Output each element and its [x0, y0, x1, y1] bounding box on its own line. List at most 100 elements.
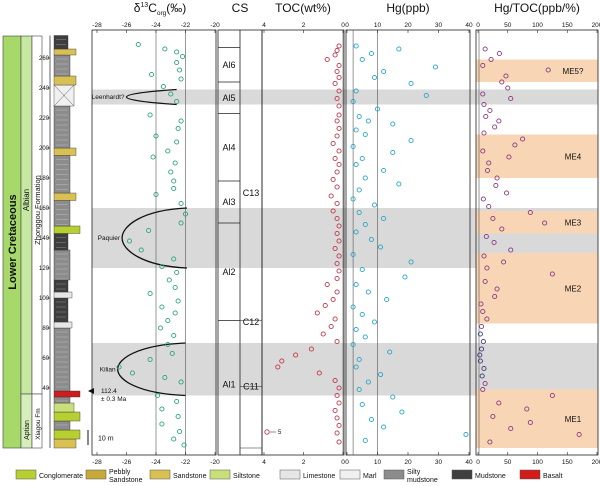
hg-point	[365, 118, 371, 124]
hg-toc-point	[506, 154, 512, 160]
hg-point	[365, 379, 371, 385]
hg-toc-axis-bottom-tick-label: 150	[562, 459, 573, 466]
scale-bar-label: 10 m	[98, 436, 114, 443]
lithology-bed	[53, 411, 81, 422]
hg-point	[377, 371, 384, 378]
hg-point	[432, 64, 439, 70]
lithology-bed	[53, 192, 77, 201]
hg-point	[408, 137, 414, 144]
hg-toc-point	[480, 308, 486, 315]
cs-title: CS	[232, 1, 249, 15]
isotope-point	[174, 398, 180, 405]
hg-point	[350, 341, 356, 348]
hg-toc-axis-top-tick-label: 150	[562, 22, 573, 29]
hg-toc-point	[477, 352, 483, 358]
toc-point	[332, 52, 338, 58]
depth-tick-label: 120	[39, 266, 50, 272]
hg-point	[423, 92, 429, 99]
toc-point	[336, 88, 342, 94]
hg-toc-point	[494, 175, 500, 181]
isotope-point	[126, 238, 132, 244]
toc-point	[334, 200, 340, 207]
hg-point	[381, 167, 387, 174]
toc-point	[336, 385, 342, 391]
toc-point	[336, 268, 342, 274]
hg-point	[356, 187, 362, 193]
depth-tick-label: 180	[39, 176, 50, 182]
scatter-points: ME5? ME4 ME3 ME2 ME1	[116, 41, 584, 448]
hg-toc-point	[480, 196, 486, 202]
hg-enrichment-band	[476, 134, 598, 178]
hg-point	[408, 80, 414, 87]
hg-toc-point	[542, 220, 548, 226]
hg-axis-bottom-tick-label: 0	[345, 459, 349, 466]
hg-toc-point	[520, 136, 526, 142]
hg-point	[362, 334, 368, 340]
depth-axis: 40 60 80 100 120 140 160 180 200 220 240 260 10 m	[39, 35, 114, 448]
depth-tick-label: 240	[39, 86, 50, 92]
event-excursion-curve	[116, 342, 186, 397]
isotope-point	[182, 211, 189, 217]
hg-point	[371, 74, 378, 81]
isotope-point	[159, 304, 165, 310]
isotope-point	[172, 310, 178, 316]
toc-outlier-label: 5	[278, 430, 282, 436]
hg-toc-point	[493, 182, 499, 189]
toc-point	[334, 230, 340, 237]
hg-point	[353, 229, 359, 235]
lithology-bed	[53, 48, 77, 56]
isotope-point	[165, 317, 171, 324]
albian-bar	[20, 35, 33, 395]
lithology-bed	[53, 35, 69, 50]
hg-point	[381, 424, 387, 430]
isotope-axis-top-tick-label: -28	[92, 22, 102, 29]
aptian-label: Aptian	[24, 420, 31, 440]
hg-point	[362, 437, 368, 444]
isotope-point	[147, 356, 153, 363]
basalt-age-value: 112.4	[101, 388, 117, 395]
hg-toc-point	[482, 46, 488, 52]
lithology-bed	[53, 429, 81, 440]
hg-enrichment-label: ME2	[565, 284, 582, 293]
isotope-point	[178, 118, 184, 124]
hg-toc-point	[481, 253, 487, 259]
hg-toc-point	[483, 233, 489, 240]
hg-toc-point	[480, 338, 486, 345]
isotope-point	[150, 154, 156, 160]
chron-label: C13	[243, 188, 260, 198]
basalt-annotation: 112.4 ± 0.3 Ma	[88, 388, 127, 403]
toc-point	[330, 140, 336, 147]
legend-label: Pebbly	[109, 469, 131, 476]
system-label: Lower Cretaceous	[7, 194, 19, 289]
hg-toc-point	[481, 101, 487, 108]
depth-tick-label: 100	[39, 296, 50, 302]
toc-point	[336, 103, 342, 109]
event-excursion-curve	[125, 88, 177, 106]
isotope-point	[174, 98, 180, 105]
hg-toc-point	[527, 209, 533, 216]
hg-point	[365, 289, 371, 295]
lithology-bed	[53, 75, 77, 86]
toc-point	[330, 296, 336, 303]
hg-toc-point	[486, 160, 492, 166]
hg-toc-point	[549, 271, 555, 277]
hg-toc-point	[482, 278, 488, 285]
isotope-point	[179, 53, 186, 60]
isotope-point	[157, 325, 163, 331]
legend-swatch	[149, 469, 171, 480]
hg-toc-point	[480, 62, 486, 69]
isotope-point	[178, 379, 184, 385]
isotope-point	[177, 67, 183, 73]
hg-enrichment-label: ME5?	[563, 67, 584, 76]
hg-toc-point	[490, 413, 496, 420]
toc-point	[334, 47, 340, 54]
hg-point	[350, 196, 356, 202]
isotope-point	[172, 284, 178, 291]
panel-titles: δ13Corg(‰) CS TOC(wt%) Hg(ppb) Hg/TOC(pp…	[134, 1, 580, 17]
toc-point	[332, 377, 338, 384]
hg-point	[353, 364, 359, 370]
toc-point	[334, 118, 340, 124]
hg-toc-point	[484, 316, 490, 322]
hg-point	[350, 98, 356, 105]
hg-point	[396, 46, 402, 52]
